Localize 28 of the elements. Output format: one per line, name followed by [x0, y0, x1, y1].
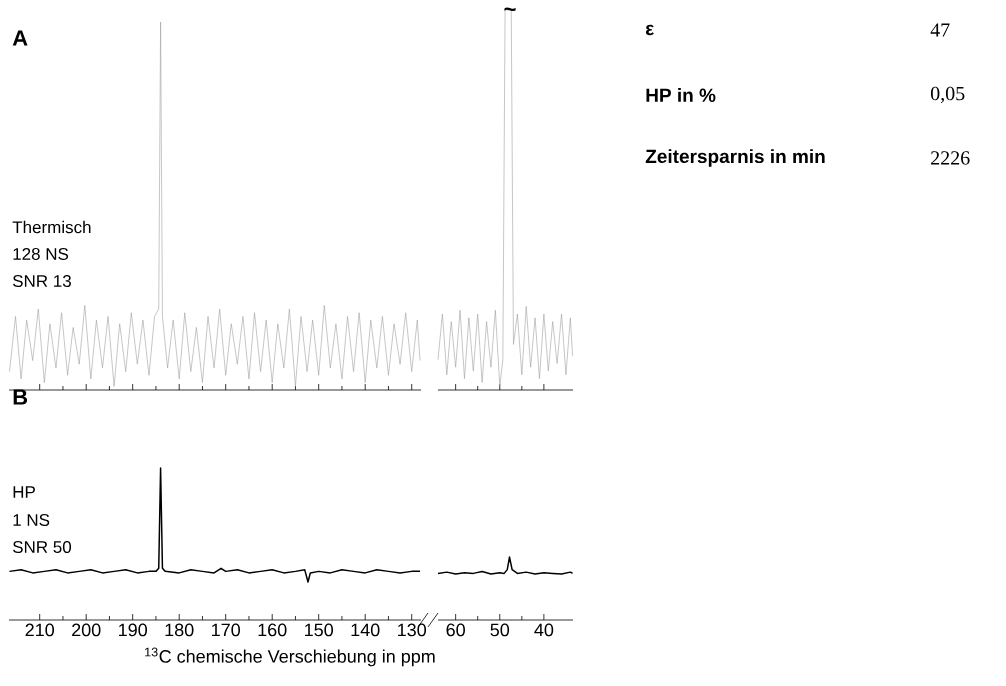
text: Zeitersparnis in min: [645, 149, 825, 167]
text: 2226: [931, 151, 970, 165]
x-tick-label: 210: [25, 623, 54, 637]
x-tick-label: 140: [351, 623, 380, 637]
annotation: ~: [504, 7, 516, 11]
x-tick-label: 170: [212, 623, 241, 637]
annotation: 1 NS: [13, 513, 50, 527]
x-tick-label: 160: [258, 623, 287, 637]
x-tick-label: 190: [119, 623, 148, 637]
annotation: SNR 50: [12, 540, 72, 554]
x-tick-label: 200: [72, 623, 101, 637]
annotation: HP: [13, 486, 35, 498]
annotation: B: [13, 389, 28, 405]
annotation: A: [12, 30, 28, 46]
x-tick-label: 180: [165, 623, 194, 637]
x-tick-label: 150: [305, 623, 334, 637]
x-axis-title: $^{13}$C chemische Verschiebung in ppm: [145, 647, 435, 667]
x-tick-label: 50: [490, 623, 510, 637]
annotation: SNR 13: [12, 274, 71, 288]
annotation: Thermisch: [12, 220, 91, 234]
x-tick-label: 40: [534, 623, 554, 637]
text: 47: [930, 23, 950, 37]
x-tick-label: 60: [446, 623, 465, 637]
text: 0,05: [930, 86, 965, 104]
text: ε: [645, 24, 654, 36]
text: HP in %: [646, 88, 716, 102]
x-tick-label: 130: [398, 623, 427, 637]
annotation: 128 NS: [13, 247, 69, 261]
